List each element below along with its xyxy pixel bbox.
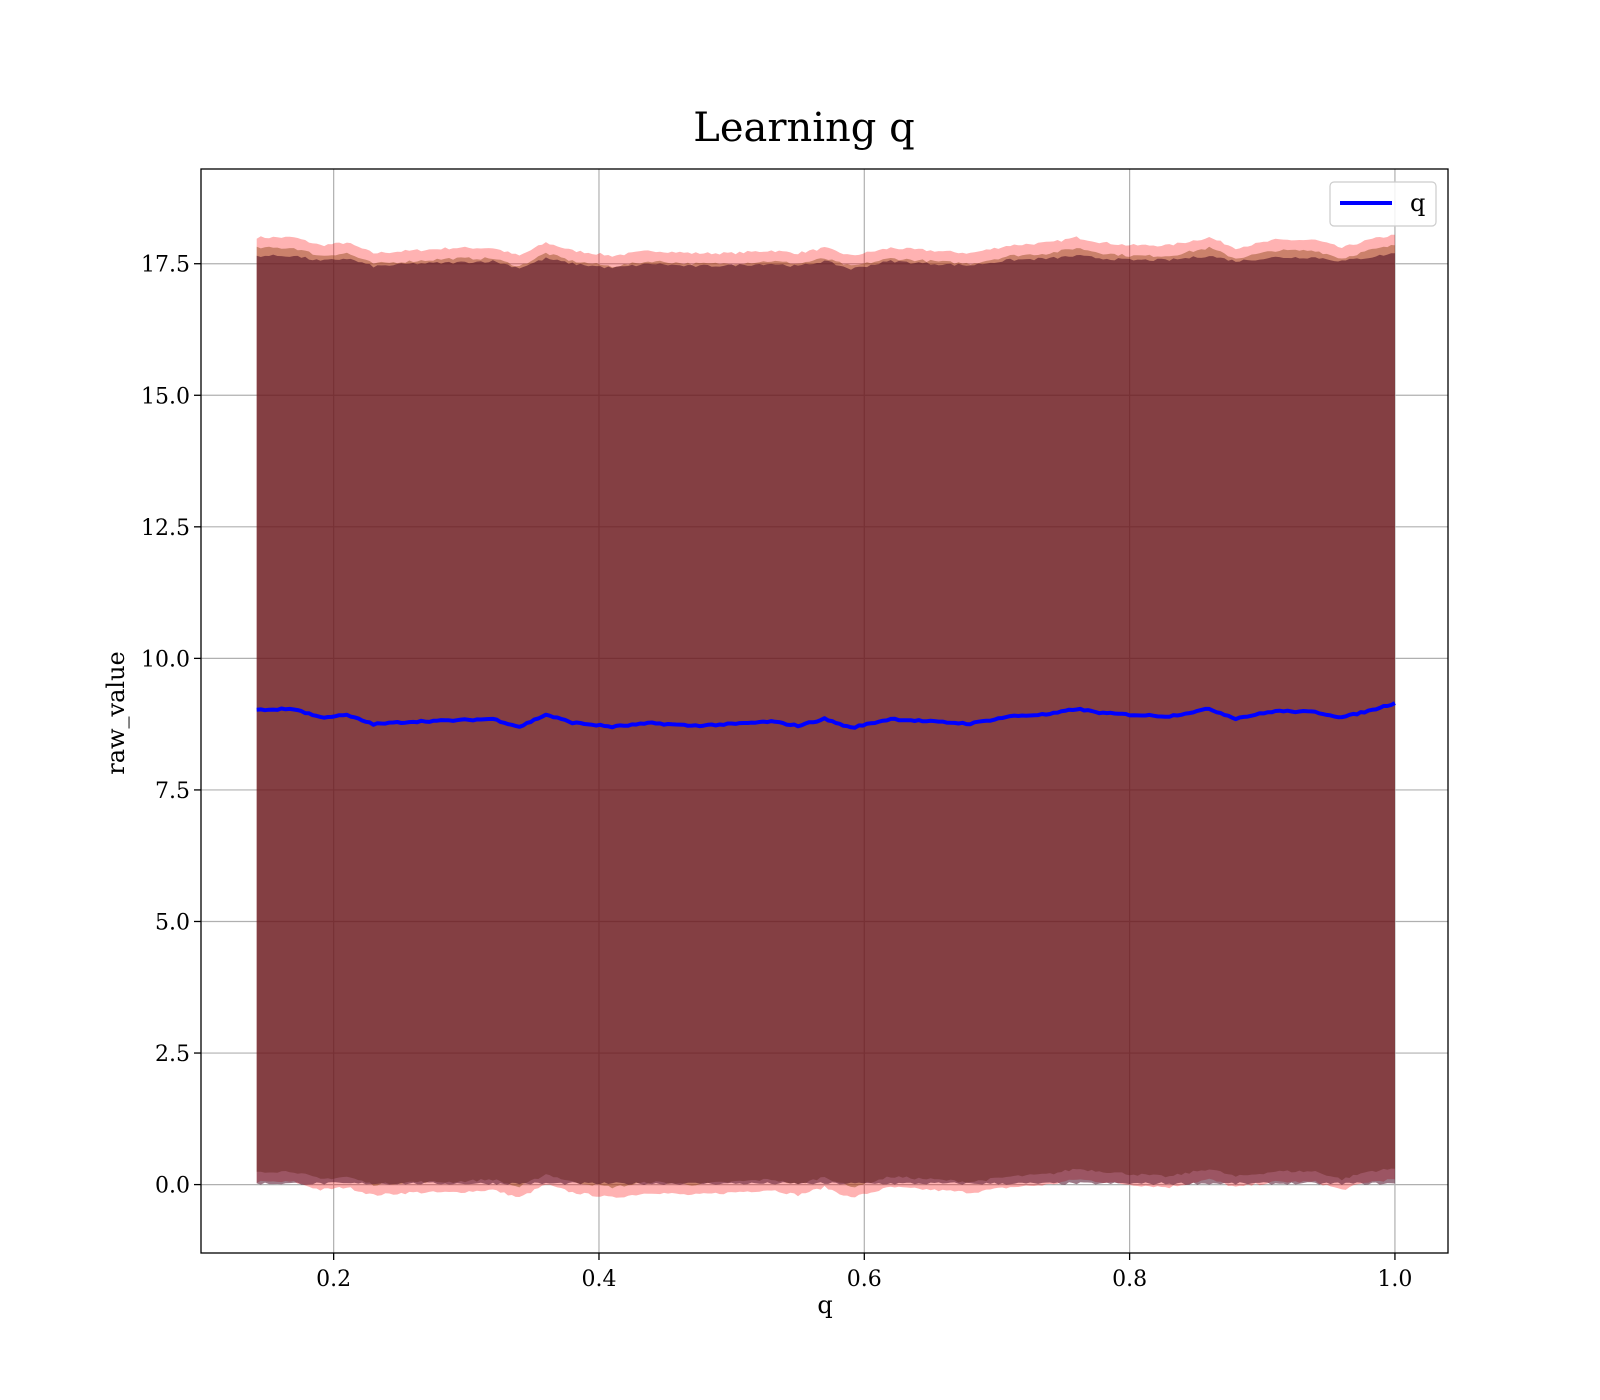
y-tick-label-1: 2.5 [155,1042,190,1067]
y-tick-label-3: 7.5 [155,779,190,804]
x-tick-label-2: 0.6 [847,1267,882,1292]
y-tick-label-4: 10.0 [141,647,190,672]
x-axis-label: q [817,1291,832,1319]
x-tick-label-1: 0.4 [581,1267,616,1292]
chart-title: Learning q [693,105,914,151]
x-tick-label-4: 1.0 [1377,1267,1412,1292]
series-lines [256,701,1396,730]
y-axis-label: raw_value [102,651,130,775]
y-tick-label-6: 15.0 [141,384,190,409]
x-axis-ticks: 0.2 0.4 0.6 0.8 1.0 [316,1253,1412,1292]
y-tick-label-5: 12.5 [141,516,190,541]
x-tick-label-0: 0.2 [316,1267,351,1292]
y-tick-label-2: 5.0 [155,910,190,935]
legend-label-q: q [1410,189,1425,217]
y-axis-ticks: 0.0 2.5 5.0 7.5 10.0 12.5 15.0 17.5 [141,253,201,1199]
series-line-q [256,701,1396,730]
y-tick-label-7: 17.5 [141,253,190,278]
plot-frame [200,168,1449,1254]
legend: q [1329,181,1437,227]
y-tick-label-0: 0.0 [155,1174,190,1199]
x-tick-label-3: 0.8 [1112,1267,1147,1292]
